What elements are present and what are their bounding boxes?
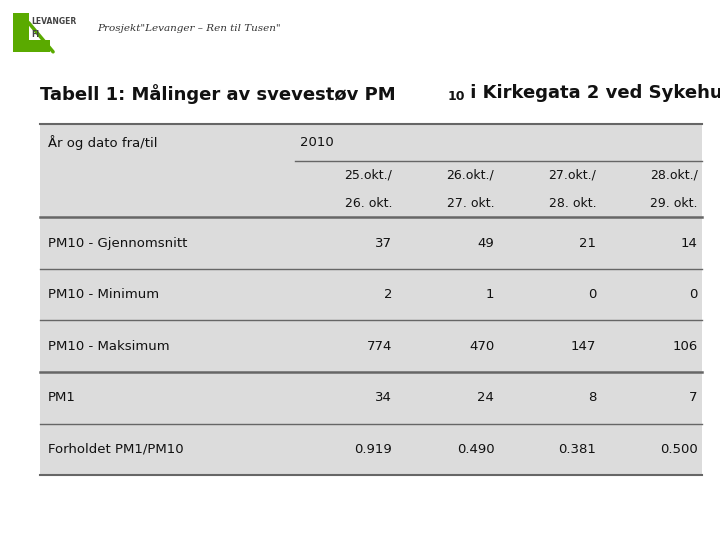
Text: År og dato fra/til: År og dato fra/til (48, 136, 158, 150)
Text: 14: 14 (681, 237, 698, 249)
Text: 2: 2 (384, 288, 392, 301)
Text: Forholdet PM1/PM10: Forholdet PM1/PM10 (48, 443, 184, 456)
Text: 21: 21 (580, 237, 596, 249)
Text: 774: 774 (367, 340, 392, 353)
Text: 28. okt.: 28. okt. (549, 197, 596, 210)
Text: 26. okt.: 26. okt. (345, 197, 392, 210)
Text: 0.381: 0.381 (559, 443, 596, 456)
Text: 10: 10 (447, 90, 464, 103)
Text: Prosjekt"Levanger – Ren til Tusen": Prosjekt"Levanger – Ren til Tusen" (97, 24, 281, 33)
Text: 470: 470 (469, 340, 495, 353)
Text: 49: 49 (477, 237, 495, 249)
Polygon shape (14, 13, 50, 52)
Text: 0.500: 0.500 (660, 443, 698, 456)
Text: FI: FI (32, 30, 40, 39)
Text: PM10 - Gjennomsnitt: PM10 - Gjennomsnitt (48, 237, 188, 249)
Text: 37: 37 (375, 237, 392, 249)
Text: 0.490: 0.490 (456, 443, 495, 456)
Text: 106: 106 (672, 340, 698, 353)
Text: 0: 0 (689, 288, 698, 301)
Text: 34: 34 (375, 392, 392, 404)
Text: 27. okt.: 27. okt. (446, 197, 495, 210)
Text: 29. okt.: 29. okt. (650, 197, 698, 210)
Text: PM10 - Maksimum: PM10 - Maksimum (48, 340, 170, 353)
Text: 8: 8 (588, 392, 596, 404)
Text: PM1: PM1 (48, 392, 76, 404)
Text: 2010: 2010 (300, 136, 334, 149)
Text: 27.okt./: 27.okt./ (549, 169, 596, 182)
Text: 147: 147 (571, 340, 596, 353)
Text: 0.919: 0.919 (354, 443, 392, 456)
Text: Tabell 1: Målinger av svevestøv PM: Tabell 1: Målinger av svevestøv PM (40, 84, 395, 104)
Text: PM10 - Minimum: PM10 - Minimum (48, 288, 159, 301)
Text: 28.okt./: 28.okt./ (650, 169, 698, 182)
Text: i Kirkegata 2 ved Sykehuset Levanger: i Kirkegata 2 ved Sykehuset Levanger (464, 84, 720, 102)
Text: 1: 1 (486, 288, 495, 301)
Text: 7: 7 (689, 392, 698, 404)
Text: LEVANGER: LEVANGER (32, 17, 77, 26)
Text: 26.okt./: 26.okt./ (446, 169, 495, 182)
Text: 0: 0 (588, 288, 596, 301)
Text: 25.okt./: 25.okt./ (344, 169, 392, 182)
Text: 24: 24 (477, 392, 495, 404)
